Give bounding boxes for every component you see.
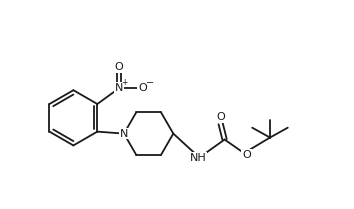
Text: N: N — [120, 129, 128, 139]
Text: O: O — [242, 150, 251, 160]
Text: −: − — [145, 78, 154, 88]
Text: O: O — [138, 83, 147, 93]
Text: O: O — [216, 112, 225, 122]
Text: NH: NH — [190, 153, 206, 163]
Text: O: O — [115, 62, 124, 73]
Text: +: + — [121, 78, 128, 87]
Text: N: N — [115, 83, 123, 93]
